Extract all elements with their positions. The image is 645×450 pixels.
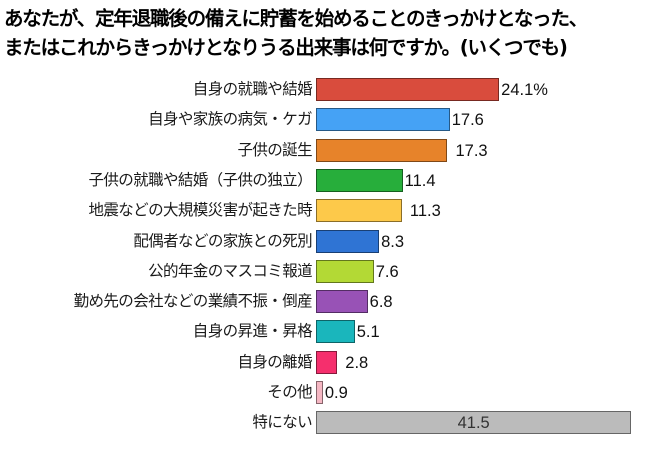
category-label: 公的年金のマスコミ報道 [148, 261, 313, 280]
category-label: 自身の昇進・昇格 [192, 322, 313, 341]
category-label: 自身や家族の病気・ケガ [148, 110, 313, 129]
bar [316, 199, 402, 223]
value-label: 17.3 [455, 141, 488, 160]
bar-row: 自身の就職や結婚 24.1% [0, 78, 645, 101]
bar [316, 259, 374, 283]
category-label: 自身の就職や結婚 [192, 80, 313, 98]
value-label: 7.6 [375, 262, 399, 281]
chart-title-line-1: あなたが、定年退職後の備えに貯蓄を始めることのきっかけとなった、 [4, 7, 588, 30]
bar [316, 381, 323, 404]
bar-row: 特にない 41.5 [0, 411, 645, 435]
value-label: 11.4 [404, 171, 436, 190]
value-label: 11.3 [409, 202, 441, 221]
category-label: 勤め先の会社などの業績不振・倒産 [73, 292, 313, 311]
value-label: 24.1% [501, 81, 548, 99]
bar-row: 勤め先の会社などの業績不振・倒産 6.8 [0, 290, 645, 314]
category-label: 地震などの大規模災害が起きた時 [88, 201, 312, 220]
value-label: 6.8 [369, 293, 393, 312]
category-label: 特にない [252, 413, 312, 432]
category-label: 子供の誕生 [237, 140, 312, 159]
bar-row: 地震などの大規模災害が起きた時 11.3 [0, 199, 645, 223]
chart-title: あなたが、定年退職後の備えに貯蓄を始めることのきっかけとなった、 またはこれから… [4, 4, 644, 62]
bar-row: 子供の誕生 17.3 [0, 138, 645, 162]
bar [316, 320, 355, 344]
value-label: 41.5 [457, 414, 490, 433]
category-label: 自身の離婚 [237, 352, 312, 371]
bar-row: 自身の離婚 2.8 [0, 350, 645, 374]
bar [316, 350, 338, 374]
chart-title-line-2: またはこれからきっかけとなりうる出来事は何ですか。(いくつでも) [4, 36, 568, 59]
bar [316, 78, 500, 101]
bar-row: 自身や家族の病気・ケガ 17.6 [0, 108, 645, 132]
value-label: 0.9 [324, 384, 348, 402]
bar [316, 168, 403, 192]
value-label: 17.6 [451, 111, 484, 130]
bar-row: 公的年金のマスコミ報道 7.6 [0, 259, 645, 283]
bar-row: 子供の就職や結婚（子供の独立） 11.4 [0, 168, 645, 192]
bar-row: その他 0.9 [0, 381, 645, 404]
value-label: 5.1 [356, 323, 380, 342]
value-label: 2.8 [345, 353, 369, 372]
category-label: 配偶者などの家族との死別 [133, 231, 312, 250]
bar [316, 411, 632, 435]
bar [316, 138, 448, 162]
bar [316, 108, 450, 132]
bar [316, 290, 368, 314]
category-label: その他 [267, 383, 312, 401]
category-label: 子供の就職や結婚（子供の独立） [88, 170, 312, 189]
bar-row: 配偶者などの家族との死別 8.3 [0, 229, 645, 253]
value-label: 8.3 [381, 232, 405, 251]
bar-row: 自身の昇進・昇格 5.1 [0, 320, 645, 344]
bar [316, 229, 380, 253]
